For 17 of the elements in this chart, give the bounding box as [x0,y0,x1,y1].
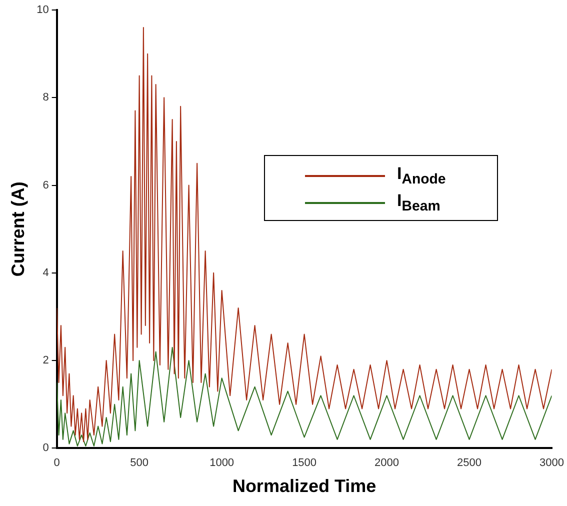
y-tick-label: 4 [42,266,49,279]
x-tick-label: 3000 [540,456,564,469]
x-axis-title: Normalized Time [232,476,376,496]
legend-label: I$_{Anode}$ [397,164,446,188]
y-axis-title: Current (A) [8,182,28,277]
y-tick-label: 10 [36,4,49,16]
x-tick-label: 2000 [374,456,400,469]
x-tick-label: 0 [54,456,60,469]
y-tick-label: 8 [42,92,49,104]
x-tick-label: 1000 [210,456,234,469]
y-tick-label: 2 [42,354,49,367]
legend-label: I$_{Beam}$ [397,190,440,214]
x-tick-label: 2500 [457,456,482,469]
x-tick-label: 500 [130,456,149,469]
y-tick-label: 0 [42,442,49,454]
y-tick-label: 6 [42,179,49,192]
x-tick-label: 1500 [292,456,317,469]
